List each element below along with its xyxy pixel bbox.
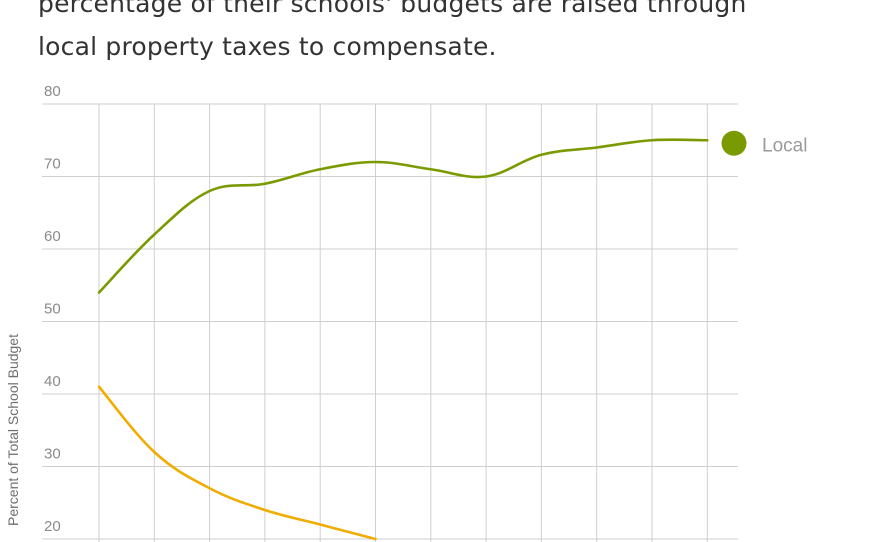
- chart-grid: [42, 103, 738, 542]
- intro-paragraph: percentage of their schools' budgets are…: [38, 0, 858, 68]
- y-axis-title: Percent of Total School Budget: [5, 334, 21, 526]
- chart-lines: [97, 138, 709, 541]
- y-tick-label: 30: [44, 446, 61, 463]
- intro-line-2: local property taxes to compensate.: [38, 32, 497, 61]
- legend-label: Local: [762, 135, 807, 156]
- y-tick-label: 70: [44, 156, 61, 173]
- y-tick-label: 20: [44, 518, 61, 535]
- y-tick-label: 50: [44, 301, 61, 318]
- intro-line-1: percentage of their schools' budgets are…: [38, 0, 747, 18]
- chart-legend: Local: [721, 130, 807, 156]
- y-tick-label: 80: [44, 83, 61, 100]
- y-axis-ticks: 80 70 60 50 40 30 20: [44, 83, 61, 535]
- legend-marker: [721, 130, 747, 156]
- y-tick-label: 60: [44, 228, 61, 245]
- y-tick-label: 40: [44, 373, 61, 390]
- local-line: [97, 138, 709, 294]
- series-2-line: [97, 385, 377, 541]
